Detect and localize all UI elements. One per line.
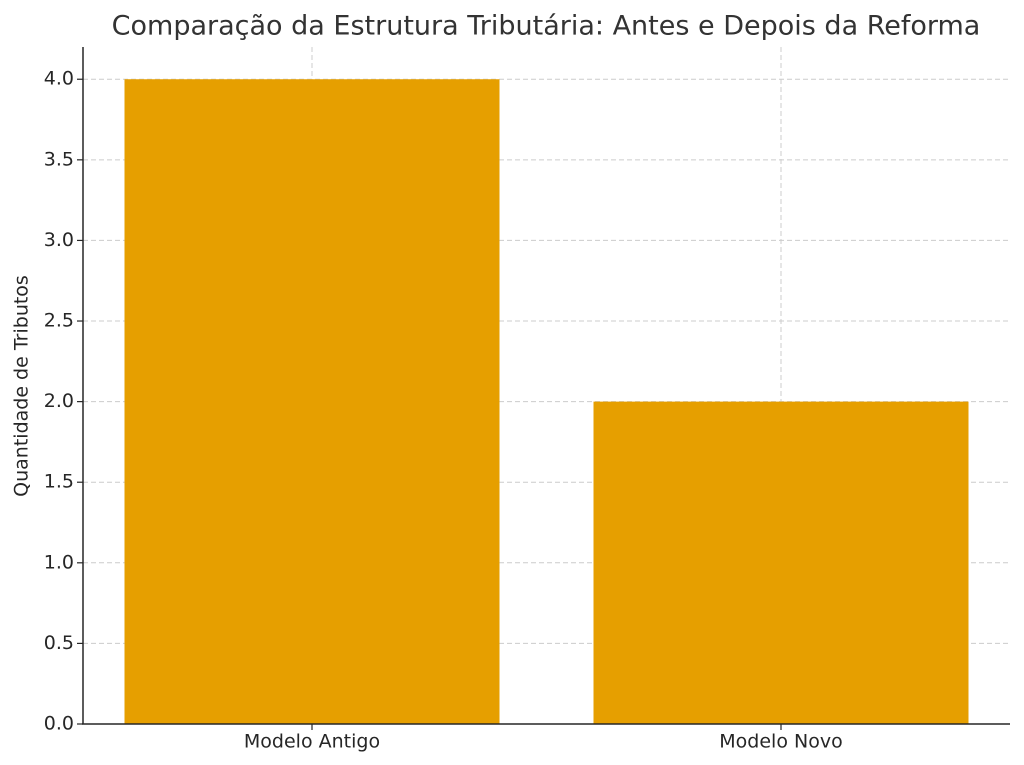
x-tick-label: Modelo Novo: [719, 731, 842, 753]
axes: 0.0 0.5 1.0 1.5 2.0 2.5 3.0 3.5 4.0 Modelo Antigo…: [44, 47, 1010, 753]
y-tick-label: 2.0: [44, 390, 74, 412]
y-tick-label: 1.0: [44, 551, 74, 573]
y-tick-label: 0.0: [44, 713, 74, 735]
y-tick-label: 3.0: [44, 229, 74, 251]
bars: [124, 79, 969, 724]
bar: [124, 79, 500, 724]
y-tick-label: 2.5: [44, 310, 74, 332]
x-tick-label: Modelo Antigo: [244, 731, 380, 753]
y-tick-label: 0.5: [44, 632, 74, 654]
bar: [593, 401, 969, 724]
y-tick-label: 4.0: [44, 68, 74, 90]
y-tick-label: 3.5: [44, 148, 74, 170]
y-axis-label: Quantidade de Tributos: [11, 275, 33, 497]
y-tick-label: 1.5: [44, 471, 74, 493]
chart-title: Comparação da Estrutura Tributária: Ante…: [112, 11, 981, 42]
